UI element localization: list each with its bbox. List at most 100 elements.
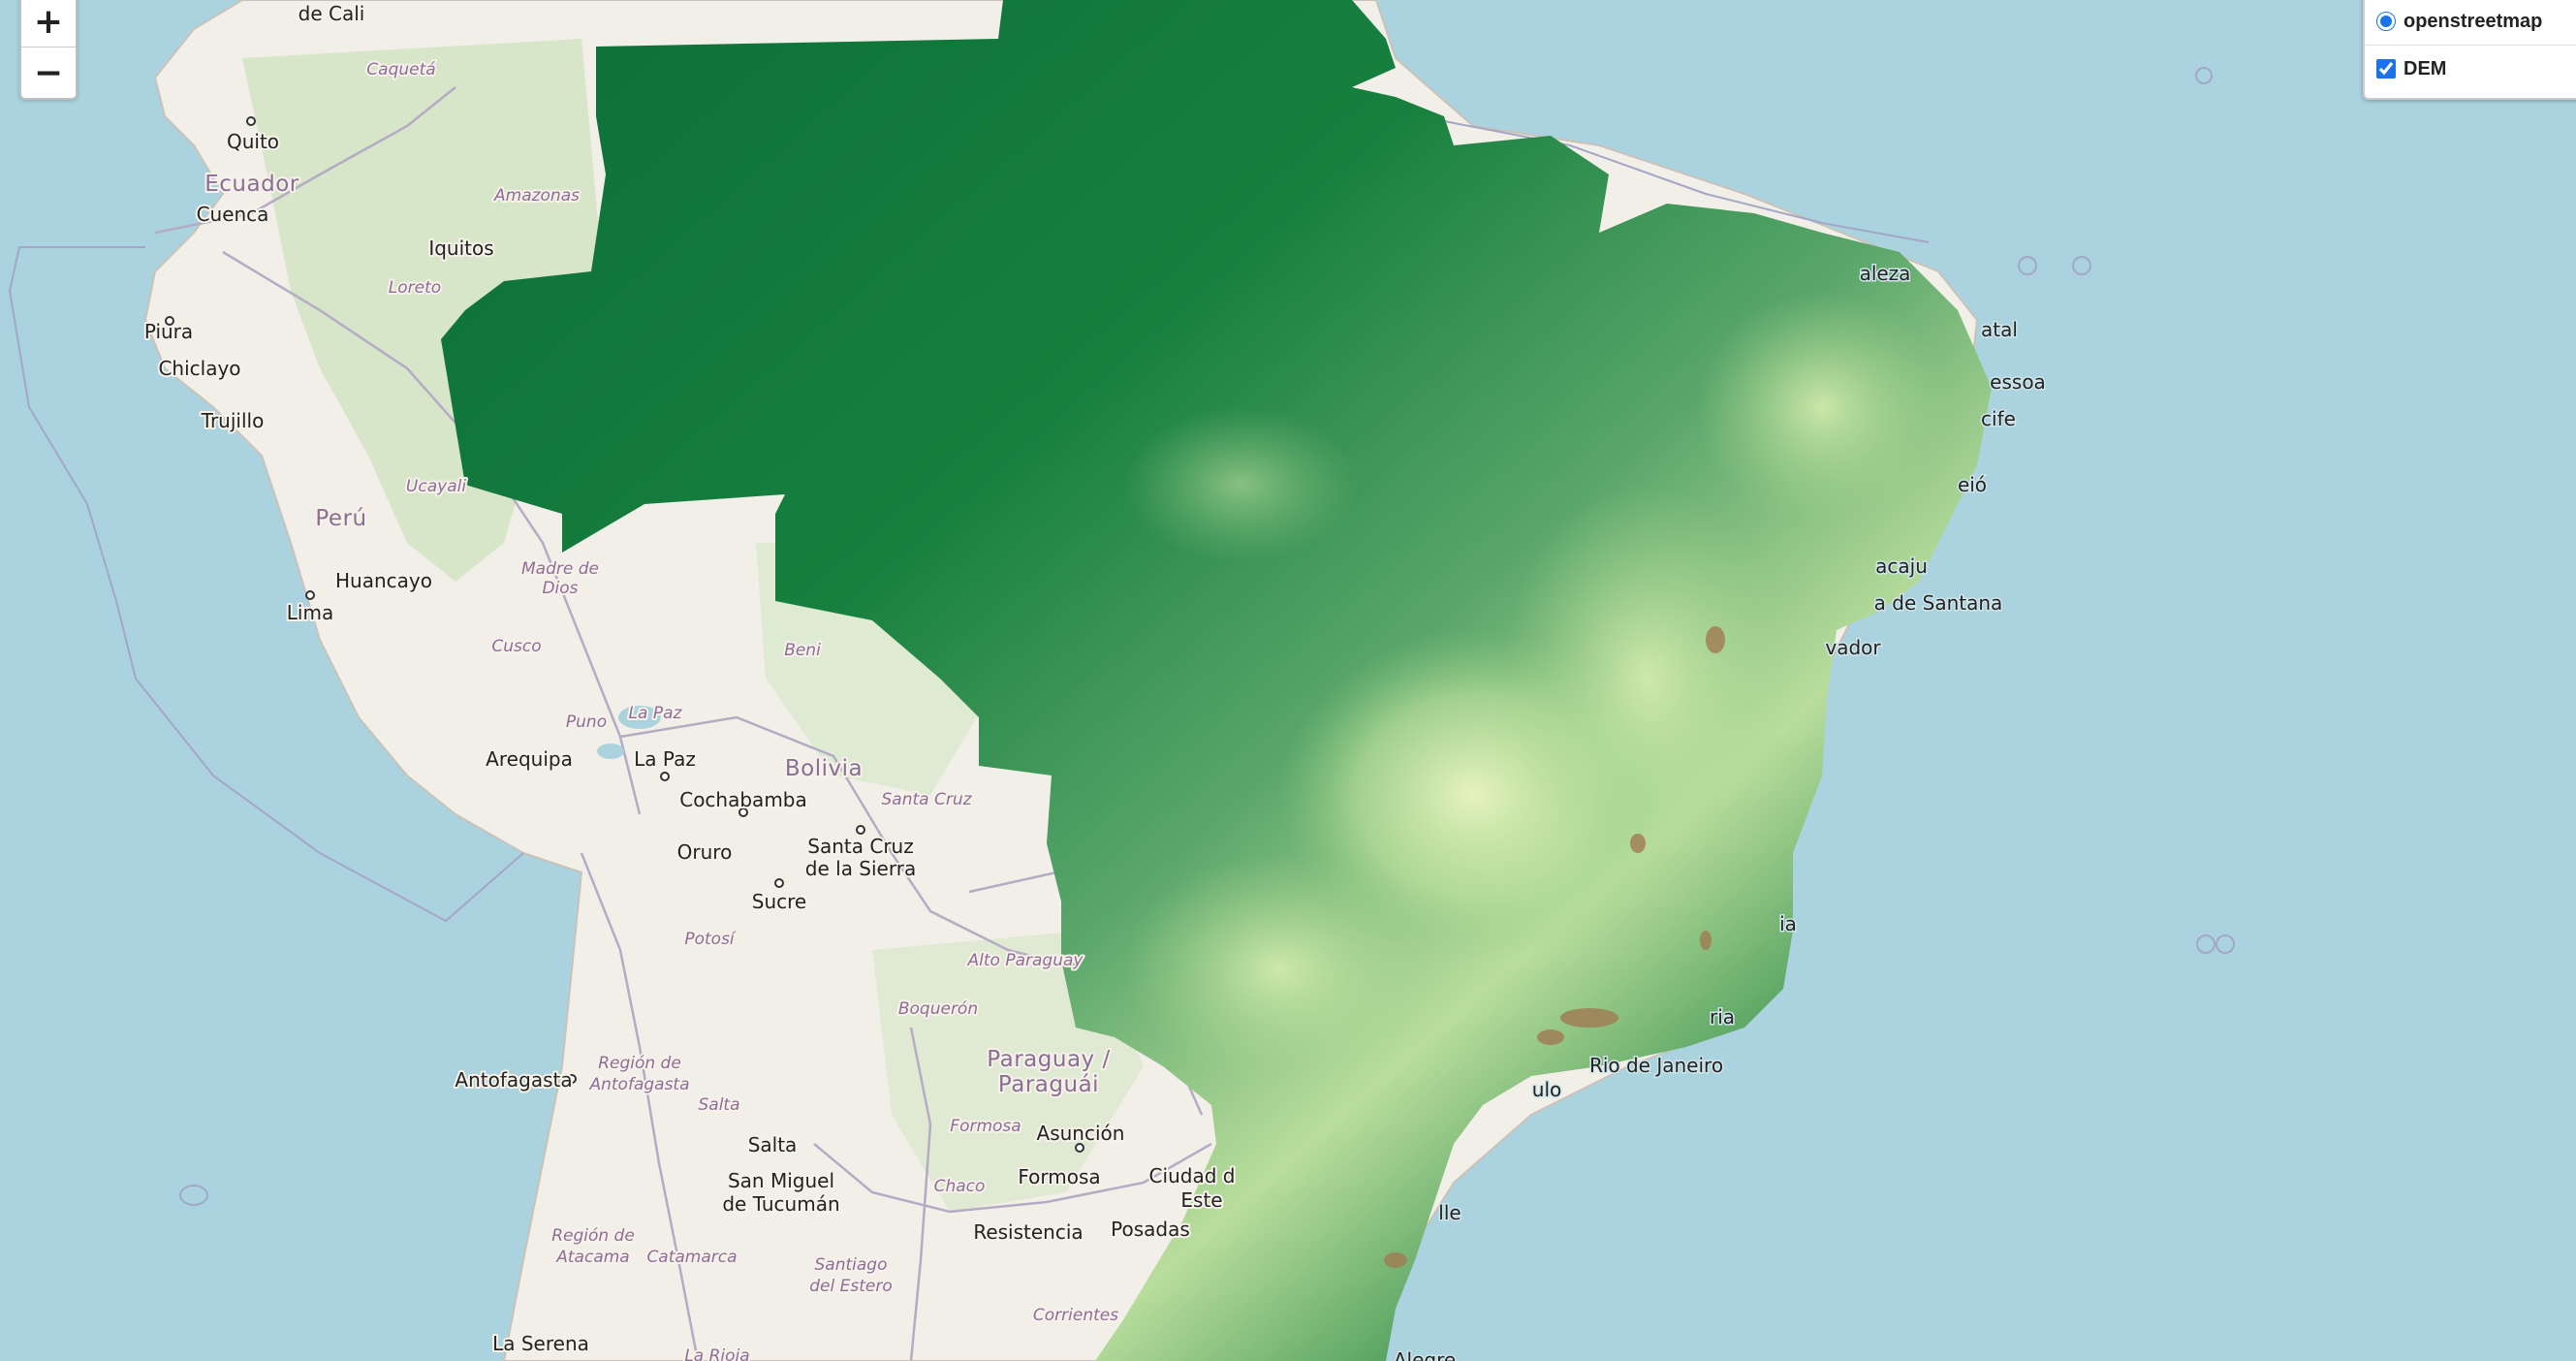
label-city: Rio de Janeiro	[1589, 1054, 1723, 1077]
label-city: Salta	[748, 1133, 798, 1156]
dem-highland	[1696, 291, 1948, 523]
base-layer-openstreetmap[interactable]: openstreetmap	[2376, 2, 2570, 41]
label-region: Puno	[566, 712, 607, 732]
label-city: essoa	[1990, 370, 2046, 394]
label-city: lle	[1438, 1201, 1461, 1224]
label-city: Arequipa	[486, 747, 573, 771]
label-city: cife	[1981, 407, 2016, 430]
dem-highland	[1124, 853, 1434, 1086]
lake	[597, 744, 624, 759]
zoom-in-button[interactable]: +	[33, 1, 64, 42]
label-city: San Miguel	[728, 1169, 834, 1192]
island	[2215, 934, 2235, 954]
label-city: eió	[1958, 473, 1987, 496]
label-city: Cochabamba	[679, 788, 807, 811]
zoom-out-button[interactable]: −	[21, 47, 76, 98]
label-country: Ecuador	[204, 172, 299, 197]
layer-control: openstreetmap DEM	[2363, 0, 2576, 100]
label-city: Este	[1180, 1188, 1222, 1212]
label-city: Chiclayo	[158, 357, 240, 380]
label-region: Santa Cruz	[881, 790, 972, 809]
label-region: Chaco	[934, 1177, 986, 1196]
island	[179, 1185, 208, 1206]
island	[2072, 256, 2091, 275]
overlay-dem[interactable]: DEM	[2376, 49, 2570, 88]
label-region: Antofagasta	[588, 1075, 689, 1094]
label-city: Posadas	[1111, 1218, 1190, 1241]
zoom-control: + −	[19, 0, 78, 100]
label-city: Oruro	[677, 840, 733, 864]
label-region: Atacama	[555, 1248, 629, 1267]
label-city: Santa Cruz	[807, 835, 913, 858]
label-city: ria	[1710, 1005, 1735, 1029]
label-city: Sucre	[752, 890, 806, 913]
island	[2196, 934, 2215, 954]
label-region: Catamarca	[646, 1248, 737, 1267]
label-region: Caquetá	[366, 60, 435, 79]
island	[2018, 256, 2037, 275]
label-city: de la Sierra	[805, 857, 916, 880]
label-country: Perú	[315, 506, 366, 531]
label-city: de Cali	[298, 2, 365, 25]
label-city: aleza	[1860, 262, 1911, 285]
island	[2195, 67, 2213, 84]
label-region: del Estero	[809, 1277, 893, 1296]
layer-separator	[2365, 45, 2576, 46]
label-city: Quito	[227, 130, 279, 153]
overlay-label: DEM	[2403, 57, 2447, 79]
dem-highland	[1124, 407, 1357, 562]
city-markers	[165, 116, 1084, 1153]
label-country: Paraguái	[998, 1072, 1099, 1097]
label-city: Ciudad d	[1149, 1164, 1236, 1187]
label-region: Región de	[551, 1226, 635, 1246]
label-region: Boquerón	[898, 999, 978, 1019]
label-city: ia	[1779, 912, 1797, 935]
dem-peaks	[1384, 626, 1725, 1268]
label-city: Cuenca	[197, 203, 269, 226]
label-region: Corrientes	[1033, 1306, 1118, 1325]
label-city: Resistencia	[973, 1220, 1083, 1244]
label-region: Amazonas	[493, 186, 580, 206]
label-region: Región de	[598, 1054, 681, 1073]
label-region: Cusco	[491, 637, 541, 656]
label-city: La Serena	[492, 1332, 589, 1355]
label-city: Formosa	[1018, 1165, 1100, 1188]
label-city: Alegre	[1394, 1348, 1456, 1361]
label-region: Santiago	[815, 1255, 888, 1275]
label-region: La Paz	[629, 704, 683, 723]
label-region: Loreto	[389, 278, 441, 298]
label-city: Lima	[287, 601, 333, 624]
label-city: de Tucumán	[722, 1192, 839, 1216]
label-region: Ucayali	[406, 477, 466, 496]
label-city: vador	[1825, 636, 1881, 659]
label-region: Salta	[698, 1095, 739, 1115]
label-region: Alto Paraguay	[967, 951, 1084, 970]
label-country: Paraguay /	[987, 1047, 1110, 1072]
label-city: Piura	[144, 320, 193, 343]
maritime-boundary	[8, 246, 524, 923]
label-city: Trujillo	[201, 409, 265, 432]
label-city: a de Santana	[1874, 591, 2003, 615]
label-city: acaju	[1875, 554, 1928, 578]
label-city: Iquitos	[428, 237, 493, 260]
label-city: Huancayo	[335, 569, 432, 592]
label-country: Bolivia	[785, 756, 863, 781]
label-region: Madre de	[521, 559, 599, 579]
label-city: Asunción	[1037, 1122, 1125, 1145]
dem-highland	[1502, 485, 1793, 872]
base-layer-label: openstreetmap	[2403, 10, 2543, 32]
label-city: Antofagasta	[455, 1068, 572, 1092]
label-region: Formosa	[950, 1117, 1021, 1136]
label-city: La Paz	[634, 747, 696, 771]
label-region: Beni	[784, 641, 821, 660]
label-city: atal	[1981, 318, 2018, 341]
lake-titicaca	[618, 706, 661, 729]
label-city: ulo	[1532, 1078, 1561, 1101]
label-region: Potosí	[684, 930, 737, 949]
maritime-boundary	[1443, 120, 1930, 243]
base-layer-radio[interactable]	[2376, 12, 2396, 31]
label-region: La Rioja	[684, 1346, 749, 1361]
overlay-checkbox[interactable]	[2376, 59, 2396, 79]
label-region: Dios	[542, 579, 578, 598]
